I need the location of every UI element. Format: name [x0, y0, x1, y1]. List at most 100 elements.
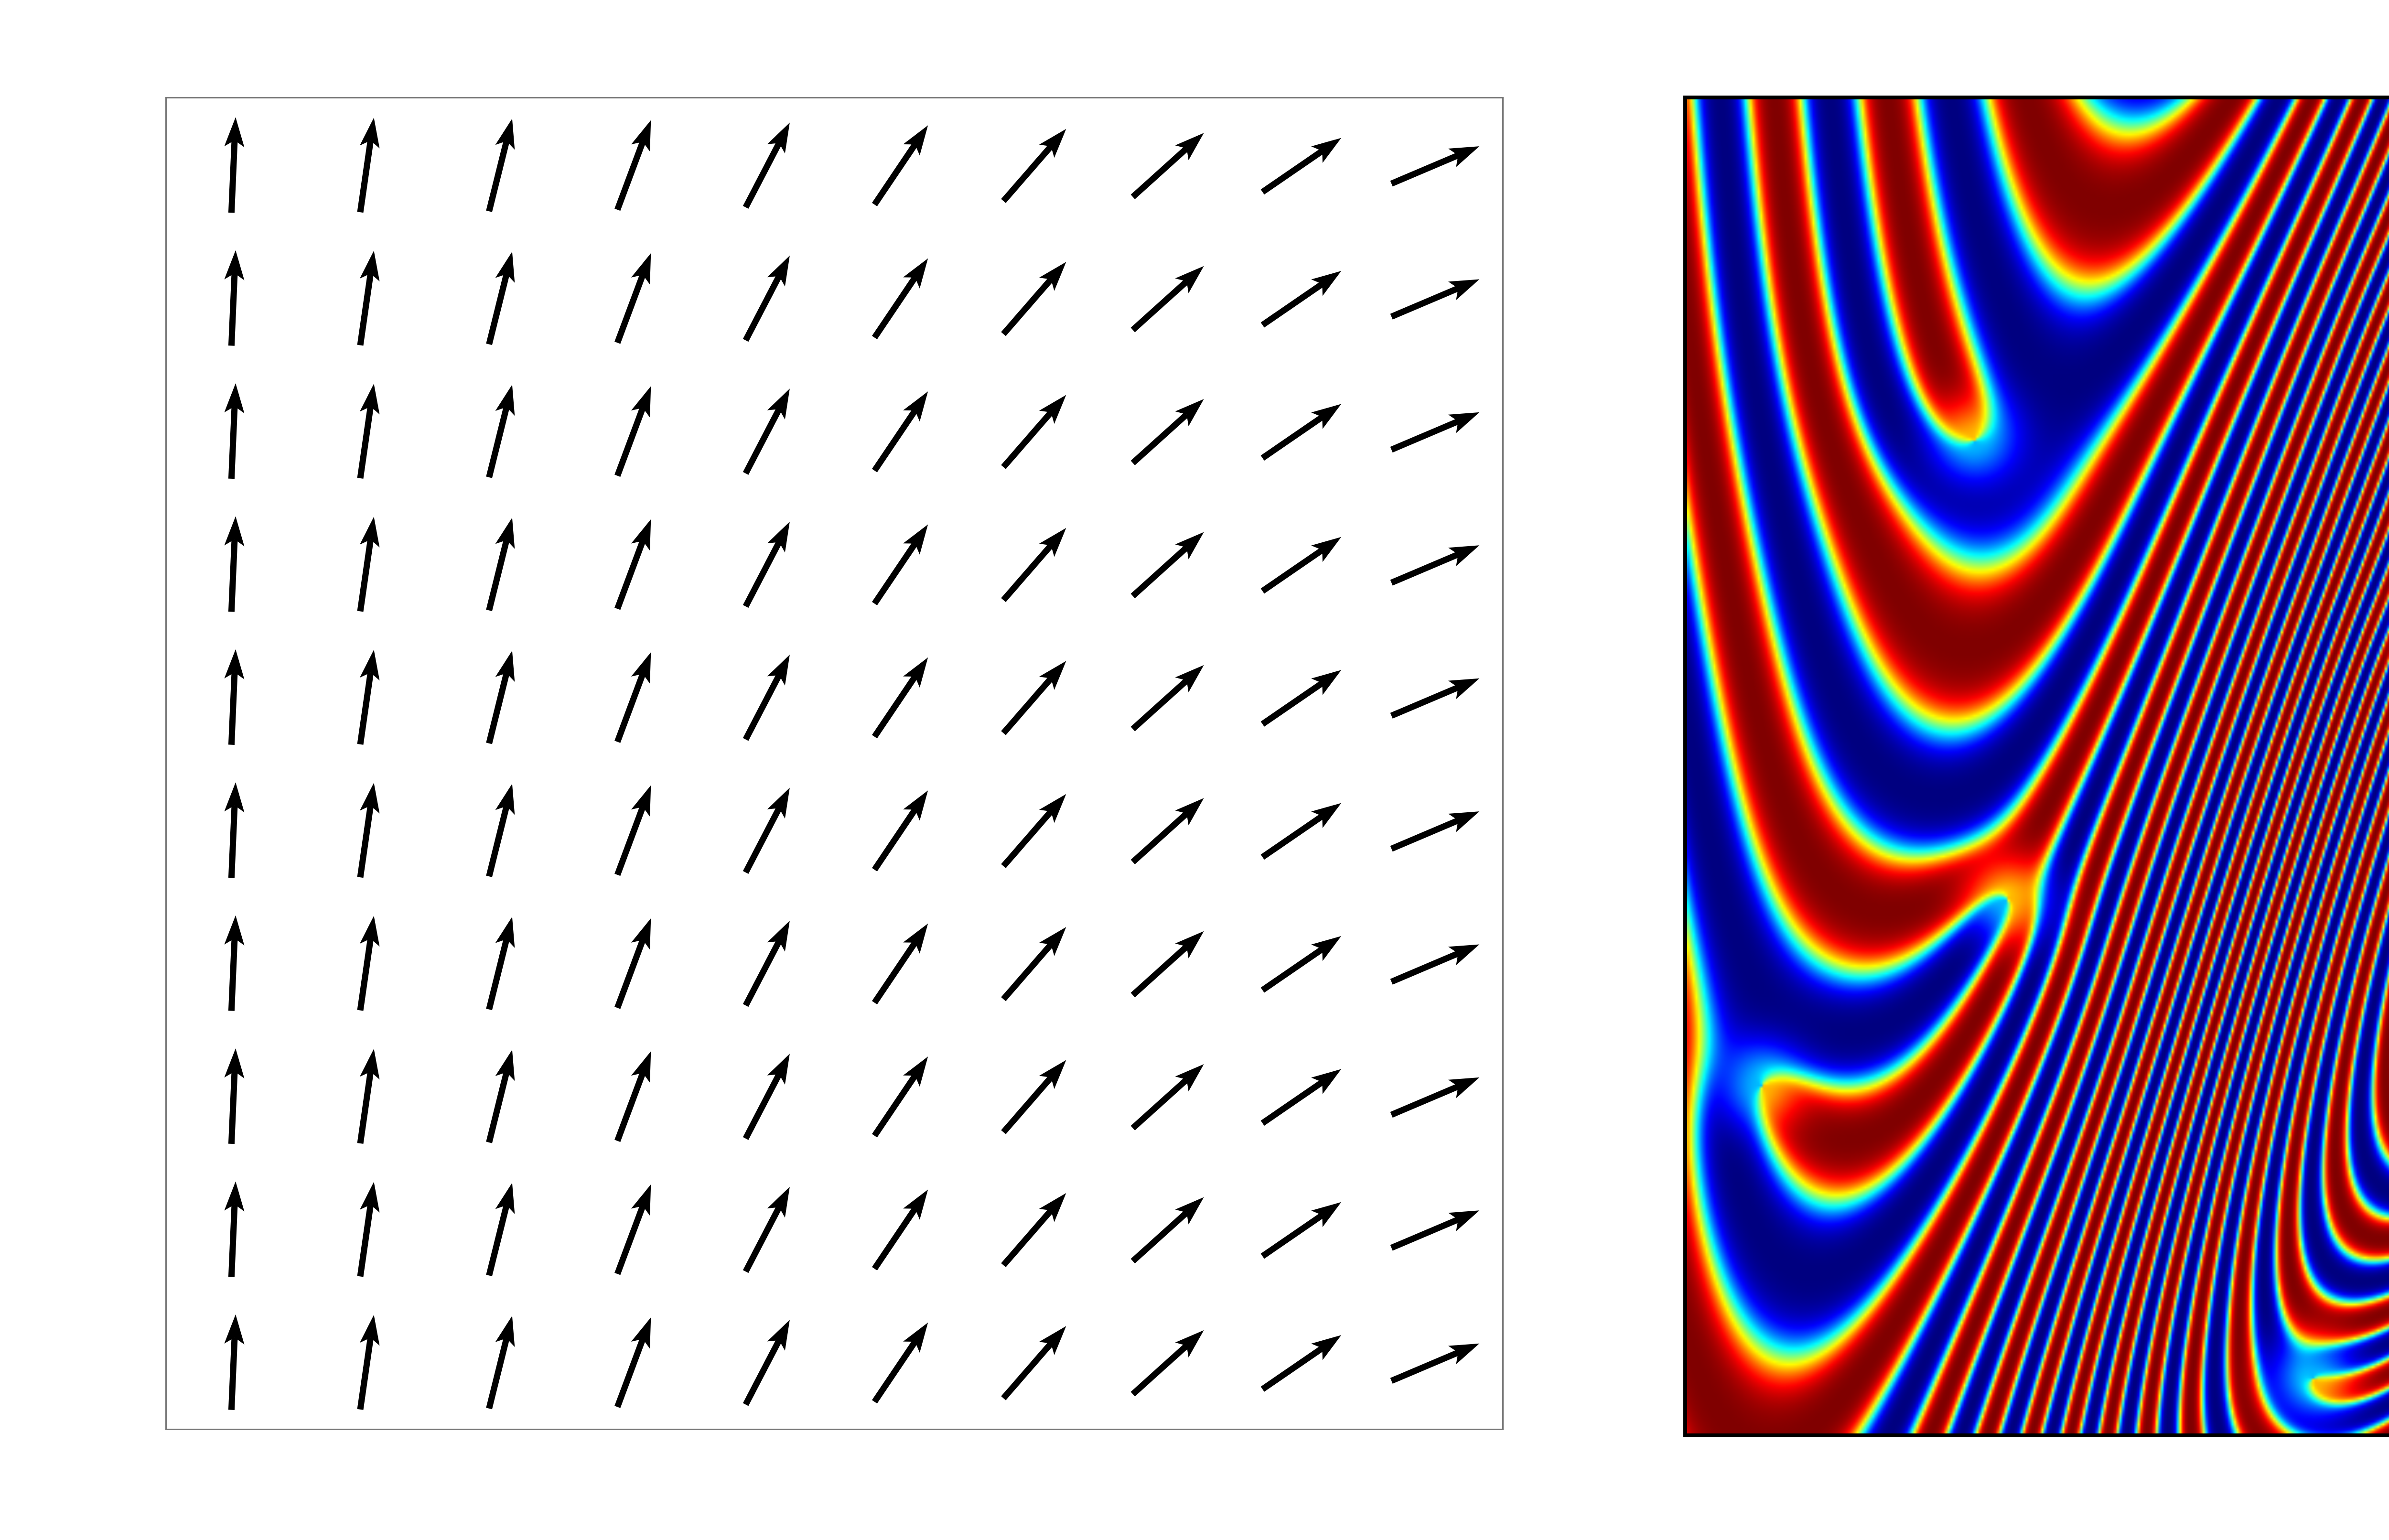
quiver-arrow-shaft: [1390, 418, 1460, 453]
quiver-arrow-head: [767, 521, 790, 553]
quiver-arrow-shaft: [1390, 1083, 1460, 1118]
quiver-arrow-head: [1448, 811, 1480, 832]
quiver-arrow-head: [631, 519, 651, 551]
quiver-arrow-shaft: [614, 1072, 646, 1142]
quiver-arrow-head: [1175, 399, 1204, 427]
quiver-arrow-head: [359, 1182, 380, 1213]
quiver-arrow-head: [903, 391, 928, 422]
quiver-arrow-head: [1175, 1197, 1204, 1225]
quiver-arrow-head: [224, 383, 245, 413]
quiver-arrow-shaft: [228, 805, 238, 878]
quiver-arrow-head: [495, 1315, 515, 1347]
quiver-arrow-head: [359, 384, 380, 415]
quiver-arrow-shaft: [1260, 414, 1324, 461]
quiver-arrow-shaft: [1130, 545, 1189, 599]
quiver-arrow-head: [359, 517, 380, 548]
quiver-arrow-shaft: [486, 805, 510, 877]
quiver-arrow-shaft: [743, 274, 782, 342]
quiver-arrow-head: [1039, 262, 1066, 291]
quiver-arrow-head: [1311, 404, 1342, 429]
quiver-arrow-shaft: [1260, 947, 1324, 993]
quiver-arrow-head: [1039, 1193, 1066, 1222]
quiver-arrow-head: [631, 386, 651, 418]
quiver-arrow-shaft: [1390, 152, 1460, 187]
quiver-arrow-shaft: [743, 408, 782, 475]
quiver-arrow-head: [359, 783, 380, 814]
quiver-arrow-shaft: [1001, 809, 1054, 868]
quiver-arrow-shaft: [1390, 950, 1460, 985]
quiver-arrow-head: [1448, 678, 1480, 700]
quiver-arrow-shaft: [1130, 944, 1189, 998]
quiver-arrow-head: [903, 923, 928, 954]
quiver-arrow-shaft: [228, 273, 238, 346]
quiver-arrow-shaft: [228, 1337, 238, 1410]
quiver-arrow-shaft: [1390, 1349, 1460, 1384]
quiver-arrow-shaft: [614, 140, 646, 211]
quiver-arrow-shaft: [614, 673, 646, 743]
quiver-arrow-shaft: [1130, 146, 1189, 199]
quiver-arrow-head: [1311, 1335, 1342, 1360]
quiver-arrow-shaft: [743, 673, 782, 741]
quiver-arrow-shaft: [486, 1337, 510, 1410]
quiver-arrow-shaft: [228, 672, 238, 745]
quiver-arrow-shaft: [1130, 1210, 1189, 1264]
quiver-arrow-head: [767, 655, 790, 686]
quiver-arrow-head: [1448, 1343, 1480, 1365]
quiver-arrow-head: [224, 117, 245, 148]
quiver-arrow-shaft: [1130, 811, 1189, 864]
quiver-arrow-head: [1311, 936, 1342, 961]
quiver-arrow-shaft: [743, 807, 782, 874]
quiver-arrow-shaft: [1001, 942, 1054, 1002]
quiver-arrow-head: [1448, 279, 1480, 301]
quiver-arrow-shaft: [614, 806, 646, 876]
quiver-arrow-shaft: [1260, 148, 1324, 195]
quiver-arrow-shaft: [1390, 818, 1460, 852]
quiver-arrow-head: [495, 784, 515, 815]
quiver-arrow-shaft: [228, 140, 238, 213]
quiver-arrow-shaft: [614, 938, 646, 1009]
quiver-arrow-shaft: [1001, 277, 1054, 336]
quiver-arrow-head: [1311, 1069, 1342, 1094]
quiver-arrow-shaft: [1390, 1217, 1460, 1251]
quiver-arrow-head: [495, 251, 515, 283]
quiver-arrow-head: [1039, 927, 1066, 956]
quiver-arrow-head: [767, 388, 790, 420]
quiver-arrow-head: [631, 120, 651, 151]
quiver-arrow-head: [359, 1314, 380, 1346]
quiver-arrow-shaft: [486, 406, 510, 478]
quiver-arrow-head: [1448, 1077, 1480, 1098]
quiver-arrow-shaft: [614, 539, 646, 610]
quiver-arrow-head: [631, 652, 651, 684]
quiver-arrow-head: [631, 918, 651, 950]
quiver-arrow-shaft: [486, 938, 510, 1011]
quiver-arrow-head: [224, 649, 245, 679]
quiver-panel: [165, 97, 1504, 1430]
quiver-arrow-head: [1039, 395, 1066, 424]
quiver-arrow-shaft: [1390, 684, 1460, 719]
quiver-arrow-shaft: [486, 273, 510, 345]
quiver-arrow-head: [224, 1181, 245, 1212]
quiver-arrow-head: [767, 122, 790, 154]
quiver-arrow-head: [1175, 665, 1204, 692]
quiver-arrow-head: [224, 915, 245, 946]
quiver-arrow-shaft: [872, 276, 918, 340]
quiver-arrow-shaft: [743, 1206, 782, 1273]
quiver-arrow-shaft: [1001, 1341, 1054, 1400]
quiver-arrow-shaft: [1260, 1346, 1324, 1392]
quiver-arrow-shaft: [872, 941, 918, 1005]
quiver-arrow-shaft: [743, 1338, 782, 1406]
quiver-arrow-head: [1039, 1326, 1066, 1355]
quiver-arrow-head: [1175, 133, 1204, 161]
quiver-arrow-head: [1039, 528, 1066, 557]
quiver-arrow-shaft: [743, 939, 782, 1007]
quiver-arrow-shaft: [357, 1204, 374, 1277]
quiver-arrow-shaft: [1260, 1079, 1324, 1126]
quiver-arrow-shaft: [872, 1074, 918, 1138]
stripe-pattern-heatmap: [1687, 99, 2389, 1433]
quiver-arrow-shaft: [486, 1071, 510, 1143]
quiver-arrow-shaft: [872, 808, 918, 872]
quiver-arrow-head: [631, 1317, 651, 1349]
quiver-arrow-head: [631, 1184, 651, 1216]
quiver-arrow-shaft: [357, 672, 374, 745]
